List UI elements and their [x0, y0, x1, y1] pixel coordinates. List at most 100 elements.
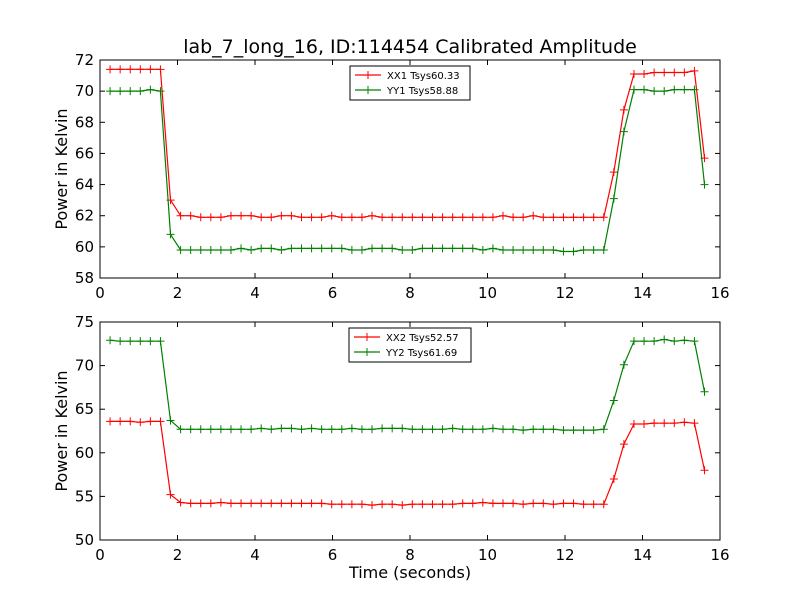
data-point	[529, 211, 538, 220]
x-tick-label: 8	[405, 284, 415, 302]
x-tick-label: 6	[328, 284, 338, 302]
data-point	[458, 213, 467, 222]
data-point	[337, 244, 346, 253]
data-point	[448, 424, 457, 433]
x-tick-label: 14	[633, 284, 652, 302]
data-point	[106, 65, 115, 74]
data-point	[559, 213, 568, 222]
y-tick-label: 66	[75, 144, 94, 162]
data-point	[660, 87, 669, 96]
data-point	[156, 417, 165, 426]
data-point	[176, 498, 185, 507]
data-point	[650, 87, 659, 96]
data-point	[629, 70, 638, 79]
data-point	[186, 211, 195, 220]
data-point	[206, 499, 215, 508]
data-point	[478, 425, 487, 434]
x-tick-label: 8	[405, 546, 415, 564]
data-point	[509, 213, 518, 222]
data-point	[398, 424, 407, 433]
data-point	[267, 244, 276, 253]
data-point	[438, 213, 447, 222]
data-point	[458, 244, 467, 253]
x-tick-label: 4	[250, 546, 260, 564]
x-tick-label: 6	[328, 546, 338, 564]
data-point	[337, 425, 346, 434]
data-point	[468, 213, 477, 222]
data-point	[307, 213, 316, 222]
y-tick-label: 64	[75, 176, 94, 194]
data-point	[529, 245, 538, 254]
data-point	[589, 213, 598, 222]
data-point	[549, 245, 558, 254]
data-point	[609, 194, 618, 203]
data-point	[418, 213, 427, 222]
data-point	[357, 213, 366, 222]
data-point	[297, 425, 306, 434]
data-point	[559, 499, 568, 508]
data-point	[650, 419, 659, 428]
data-point	[226, 425, 235, 434]
data-point	[670, 68, 679, 77]
y-tick-label: 55	[75, 487, 94, 505]
x-axis-label: Time (seconds)	[348, 563, 471, 582]
x-tick-label: 16	[710, 284, 729, 302]
data-point	[267, 425, 276, 434]
x-tick-label: 16	[710, 546, 729, 564]
data-point	[468, 499, 477, 508]
data-point	[277, 211, 286, 220]
data-point	[499, 425, 507, 434]
data-point	[438, 425, 447, 434]
data-point	[317, 425, 326, 434]
x-tick-label: 12	[555, 284, 574, 302]
data-point	[418, 425, 427, 434]
data-point	[297, 244, 306, 253]
data-point	[216, 498, 225, 507]
data-point	[156, 87, 165, 96]
data-point	[629, 85, 638, 94]
data-point	[337, 500, 346, 509]
data-point	[448, 213, 457, 222]
data-point	[136, 87, 145, 96]
data-point	[408, 213, 417, 222]
data-point	[599, 500, 608, 509]
x-tick-label: 4	[250, 284, 260, 302]
y-tick-label: 70	[75, 357, 94, 375]
x-tick-label: 10	[478, 546, 497, 564]
data-point	[539, 245, 548, 254]
data-point	[257, 244, 266, 253]
data-point	[660, 419, 669, 428]
data-point	[206, 213, 215, 222]
plot-frame	[99, 321, 721, 541]
data-point	[357, 245, 366, 254]
data-point	[629, 337, 638, 346]
data-point	[619, 440, 628, 449]
data-point	[589, 426, 598, 435]
data-point	[609, 396, 618, 405]
data-point	[549, 213, 558, 222]
data-point	[347, 500, 356, 509]
data-point	[660, 68, 669, 77]
data-point	[499, 245, 507, 254]
data-point	[569, 247, 578, 256]
data-point	[519, 213, 528, 222]
data-point	[347, 213, 356, 222]
data-point	[226, 245, 235, 254]
data-point	[640, 70, 649, 79]
data-point	[307, 424, 316, 433]
data-point	[670, 85, 679, 94]
data-point	[216, 425, 225, 434]
series-1	[106, 65, 709, 222]
data-point	[337, 213, 346, 222]
data-point	[458, 425, 467, 434]
y-tick-label: 70	[75, 82, 94, 100]
data-point	[589, 500, 598, 509]
data-point	[347, 424, 356, 433]
data-point	[589, 245, 598, 254]
data-point	[146, 417, 155, 426]
data-point	[206, 425, 215, 434]
data-point	[700, 466, 709, 475]
y-tick-label: 65	[75, 400, 94, 418]
data-point	[438, 500, 447, 509]
data-point	[670, 337, 679, 346]
